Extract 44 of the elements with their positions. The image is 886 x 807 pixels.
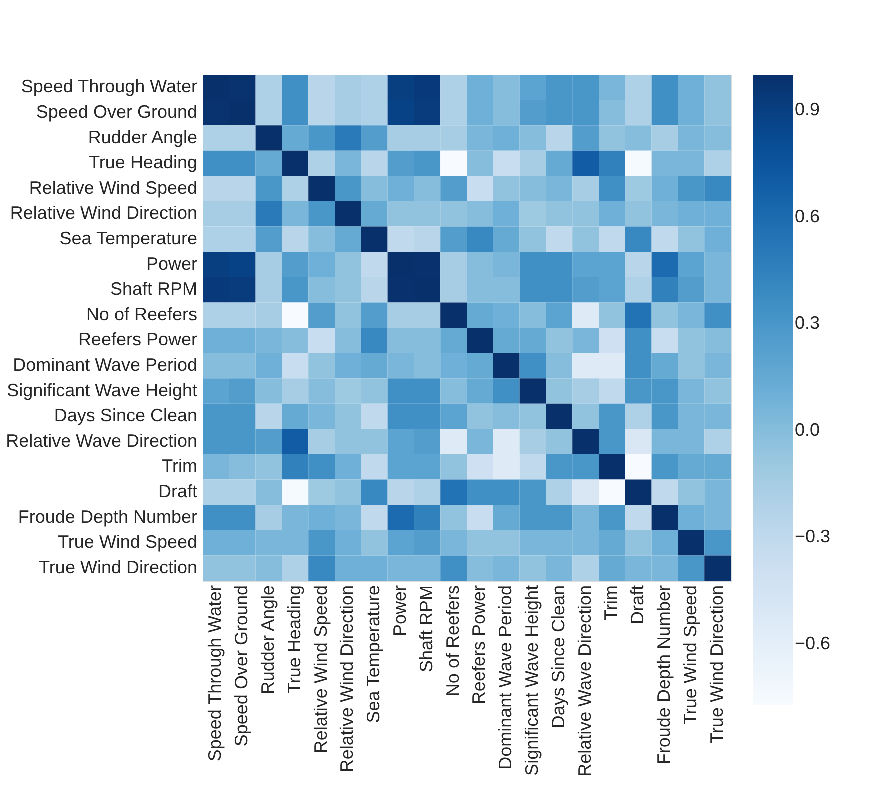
y-tick-label: Dominant Wave Period: [13, 354, 198, 375]
x-tick-label: Reefers Power: [469, 586, 490, 705]
color-bar-label: 0.6: [795, 206, 820, 226]
y-tick-label: True Wind Speed: [58, 532, 198, 552]
color-bar-label: −0.3: [795, 526, 831, 547]
x-tick-label: Significant Wave Height: [522, 586, 542, 776]
x-tick-label: Sea Temperature: [364, 586, 384, 724]
y-tick-label: True Heading: [89, 152, 198, 173]
y-tick-label: Trim: [162, 456, 198, 476]
y-tick-label: Shaft RPM: [110, 279, 198, 300]
x-tick-label: Relative Wind Speed: [310, 586, 331, 754]
y-tick-label: Reefers Power: [78, 330, 198, 350]
x-tick-label: Dominant Wave Period: [496, 586, 516, 770]
y-tick-label: No of Reefers: [86, 304, 198, 324]
x-tick-label: No of Reefers: [442, 586, 463, 697]
y-tick-label: Relative Wind Direction: [10, 203, 198, 224]
x-tick-label: Power: [390, 586, 410, 637]
color-bar-label: 0.0: [795, 420, 820, 440]
y-tick-label: True Wind Direction: [39, 557, 198, 578]
y-tick-label: Rudder Angle: [88, 127, 198, 148]
x-tick-label: Relative Wind Direction: [337, 586, 358, 773]
x-tick-label: Froude Depth Number: [654, 586, 674, 765]
y-tick-label: Speed Over Ground: [36, 102, 198, 122]
x-tick-label: Rudder Angle: [258, 586, 278, 695]
y-tick-label: Relative Wave Direction: [6, 430, 198, 451]
y-tick-label: Sea Temperature: [60, 228, 198, 248]
x-tick-label: Relative Wave Direction: [574, 586, 595, 777]
y-tick-label: Days Since Clean: [54, 406, 198, 426]
color-bar-label: −0.6: [795, 633, 831, 654]
y-tick-label: Power: [146, 254, 198, 274]
x-tick-label: Draft: [628, 586, 648, 625]
color-bar-label: 0.3: [795, 313, 820, 334]
color-bar-label: 0.9: [795, 100, 820, 120]
x-tick-label: Shaft RPM: [416, 586, 436, 673]
y-tick-label: Froude Depth Number: [18, 506, 198, 527]
y-tick-label: Significant Wave Height: [7, 380, 198, 400]
y-tick-label: Draft: [158, 481, 198, 502]
x-tick-label: Days Since Clean: [548, 586, 568, 729]
y-tick-label: Speed Through Water: [21, 76, 198, 97]
x-tick-label: True Wind Direction: [706, 586, 727, 744]
y-tick-label: Relative Wind Speed: [29, 178, 198, 198]
x-tick-label: Trim: [601, 586, 622, 621]
x-tick-label: True Heading: [284, 586, 304, 694]
x-tick-label: True Wind Speed: [680, 586, 700, 725]
